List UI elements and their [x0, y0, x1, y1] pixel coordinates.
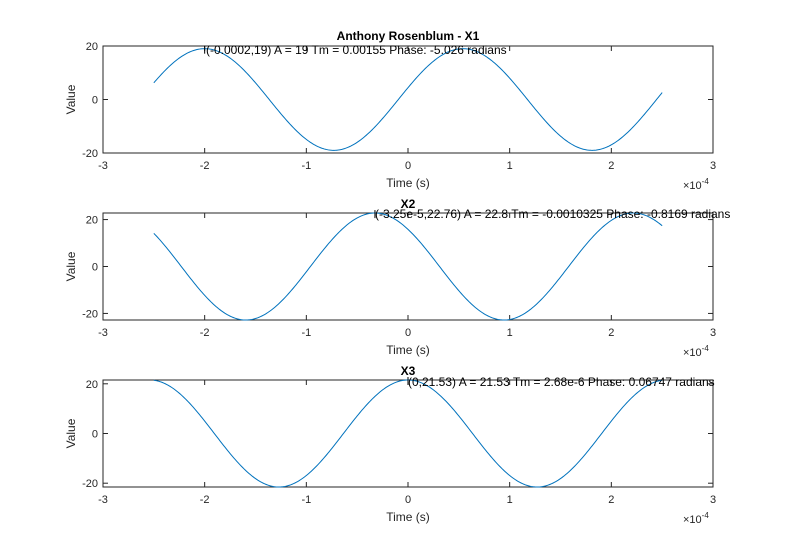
x-axis-label: Time (s) — [386, 343, 430, 357]
y-tick-label: 0 — [92, 95, 98, 107]
x-axis-exponent: ×10-4 — [683, 177, 709, 192]
datatip-annotation: (-3.25e-5,22.76) A = 22.8 Tm = -0.001032… — [375, 207, 730, 221]
x-tick-label: -3 — [98, 160, 108, 172]
x-tick-label: 0 — [405, 494, 411, 506]
plot-area-frame — [102, 45, 714, 154]
subplot-x1: Anthony Rosenblum - X1 -20 0 20 -3 -2 -1 0 1 2 3… — [64, 29, 716, 192]
x-axis-label: Time (s) — [386, 510, 430, 524]
x-tick-label: -2 — [200, 327, 210, 339]
y-tick-label: 0 — [92, 429, 98, 441]
x-tick-label: 0 — [405, 160, 411, 172]
x-tick-label: -1 — [301, 160, 311, 172]
chart-title: X2 — [401, 197, 416, 211]
y-tick-label: 20 — [86, 41, 98, 53]
datatip-annotation: (-0.0002,19) A = 19 Tm = 0.00155 Phase: … — [206, 43, 507, 57]
x-tick-label: 1 — [507, 494, 513, 506]
x-tick-label: -1 — [301, 494, 311, 506]
x-tick-label: -1 — [301, 327, 311, 339]
x-tick-label: 1 — [507, 327, 513, 339]
y-axis-label: Value — [64, 251, 78, 281]
y-tick-label: 20 — [86, 379, 98, 391]
plot-area-frame — [102, 212, 714, 321]
plot-area-frame — [102, 379, 714, 488]
chart-title: Anthony Rosenblum - X1 — [337, 29, 480, 43]
x-tick-label: 3 — [710, 327, 716, 339]
y-tick-label: -20 — [82, 478, 98, 490]
datatip-annotation: (0,21.53) A = 21.53 Tm = 2.68e-6 Phase: … — [408, 375, 715, 389]
subplot-x2: X2 -20 0 20 -3 -2 -1 0 1 2 3 Value Time (s) ×10-… — [64, 197, 730, 359]
x-axis: -3 -2 -1 0 1 2 3 — [98, 213, 716, 339]
y-axis-label: Value — [64, 84, 78, 114]
x-tick-label: 1 — [507, 160, 513, 172]
x-tick-label: 3 — [710, 160, 716, 172]
x-tick-label: 0 — [405, 327, 411, 339]
x-tick-label: -3 — [98, 327, 108, 339]
x-tick-label: -2 — [200, 494, 210, 506]
chart-title: X3 — [401, 364, 416, 378]
series-line-x1 — [153, 48, 663, 151]
y-tick-label: 0 — [92, 262, 98, 274]
x-tick-label: 3 — [710, 494, 716, 506]
x-tick-label: -3 — [98, 494, 108, 506]
x-tick-label: -2 — [200, 160, 210, 172]
y-axis: -20 0 20 — [82, 379, 713, 490]
subplot-x3: X3 -20 0 20 -3 -2 -1 0 1 2 3 Value Time (s) ×10-… — [64, 364, 716, 526]
y-axis-label: Value — [64, 418, 78, 448]
x-tick-label: 2 — [608, 327, 614, 339]
x-axis-exponent: ×10-4 — [683, 344, 709, 359]
y-tick-label: 20 — [86, 215, 98, 227]
y-tick-label: -20 — [82, 148, 98, 160]
y-axis: -20 0 20 — [82, 215, 713, 320]
y-axis: -20 0 20 — [82, 41, 713, 160]
x-tick-label: 2 — [608, 494, 614, 506]
y-tick-label: -20 — [82, 308, 98, 320]
series-line-x2 — [153, 212, 663, 321]
x-axis: -3 -2 -1 0 1 2 3 — [98, 380, 716, 506]
x-axis-exponent: ×10-4 — [683, 511, 709, 526]
x-axis-label: Time (s) — [386, 176, 430, 190]
x-tick-label: 2 — [608, 160, 614, 172]
